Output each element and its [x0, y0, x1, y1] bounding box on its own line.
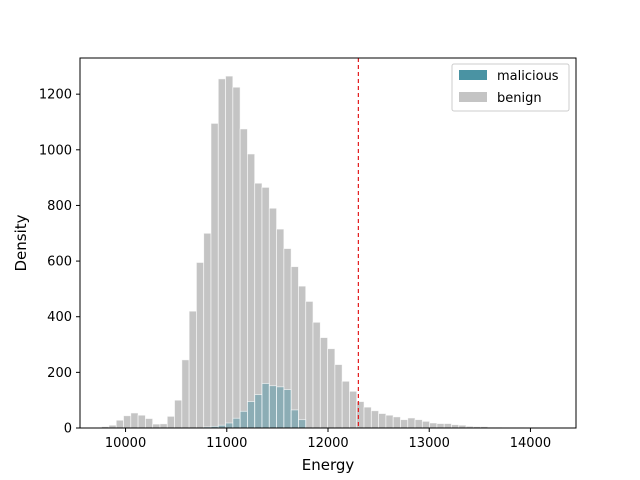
benign-bar: [159, 423, 168, 429]
malicious-bar: [239, 410, 248, 429]
benign-bar: [305, 301, 314, 429]
benign-bar: [421, 420, 431, 429]
benign-bar: [341, 380, 350, 429]
malicious-bar: [298, 419, 307, 429]
x-tick-label: 12000: [307, 436, 348, 451]
malicious-bar: [276, 386, 285, 429]
x-axis-ticks: 10000 11000 12000 13000 14000: [105, 428, 551, 451]
benign-bar: [436, 423, 445, 429]
benign-bar: [327, 348, 336, 429]
malicious-bar: [254, 394, 263, 429]
benign-bar: [414, 419, 423, 429]
benign-bar: [115, 419, 124, 429]
y-tick-label: 0: [64, 422, 72, 437]
y-tick-label: 800: [47, 199, 72, 214]
x-tick-label: 13000: [409, 436, 450, 451]
benign-bar: [407, 417, 416, 429]
malicious-bar: [268, 385, 277, 429]
benign-bar: [203, 232, 212, 429]
benign-bar: [392, 416, 401, 429]
benign-bar: [166, 415, 175, 429]
y-tick-label: 200: [47, 366, 72, 381]
malicious-bar: [232, 417, 241, 429]
benign-bar: [443, 423, 452, 429]
y-axis-title: Density: [12, 214, 30, 271]
benign-bar: [334, 364, 343, 429]
benign-bar: [174, 399, 183, 429]
y-tick-label: 600: [47, 255, 72, 270]
benign-bar: [290, 266, 299, 429]
malicious-bar: [261, 383, 270, 429]
benign-bar: [217, 78, 226, 429]
benign-bar: [188, 310, 197, 429]
benign-bar: [123, 415, 132, 429]
legend: malicious benign: [451, 63, 570, 112]
benign-bar: [130, 412, 139, 429]
x-tick-label: 14000: [510, 436, 551, 451]
legend-swatch-benign: [459, 92, 487, 102]
malicious-bar: [283, 389, 292, 429]
benign-bar: [312, 321, 321, 429]
malicious-bar: [247, 401, 256, 429]
benign-bar: [385, 414, 394, 429]
benign-bar: [144, 418, 154, 429]
x-tick-label: 11000: [206, 436, 247, 451]
legend-swatch-malicious: [459, 70, 487, 80]
benign-bar: [137, 414, 146, 429]
benign-bar: [247, 153, 256, 429]
malicious-bar: [290, 409, 299, 429]
benign-bar: [232, 86, 241, 429]
y-tick-label: 1000: [39, 143, 72, 158]
y-axis-ticks: 0 200 400 600 800 1000 1200: [39, 88, 80, 437]
benign-bar: [254, 182, 263, 429]
benign-bar: [349, 390, 358, 429]
benign-bar: [378, 413, 387, 429]
benign-bar: [239, 128, 248, 429]
benign-bar: [196, 262, 205, 429]
x-axis-title: Energy: [302, 456, 355, 474]
benign-bar: [400, 419, 409, 429]
benign-bar: [451, 424, 460, 429]
y-tick-label: 1200: [39, 88, 72, 103]
benign-bar: [298, 285, 307, 429]
benign-bar: [152, 423, 161, 429]
x-tick-label: 10000: [105, 436, 146, 451]
benign-bar: [210, 122, 219, 429]
legend-label-malicious: malicious: [497, 69, 559, 84]
benign-bar: [363, 406, 372, 429]
benign-bar: [319, 337, 328, 429]
y-tick-label: 400: [47, 310, 72, 325]
benign-bar: [370, 410, 380, 429]
benign-bar: [429, 422, 438, 429]
benign-bar: [225, 75, 234, 429]
malicious-bar: [225, 422, 234, 429]
benign-bar: [181, 359, 190, 429]
legend-label-benign: benign: [497, 91, 542, 106]
